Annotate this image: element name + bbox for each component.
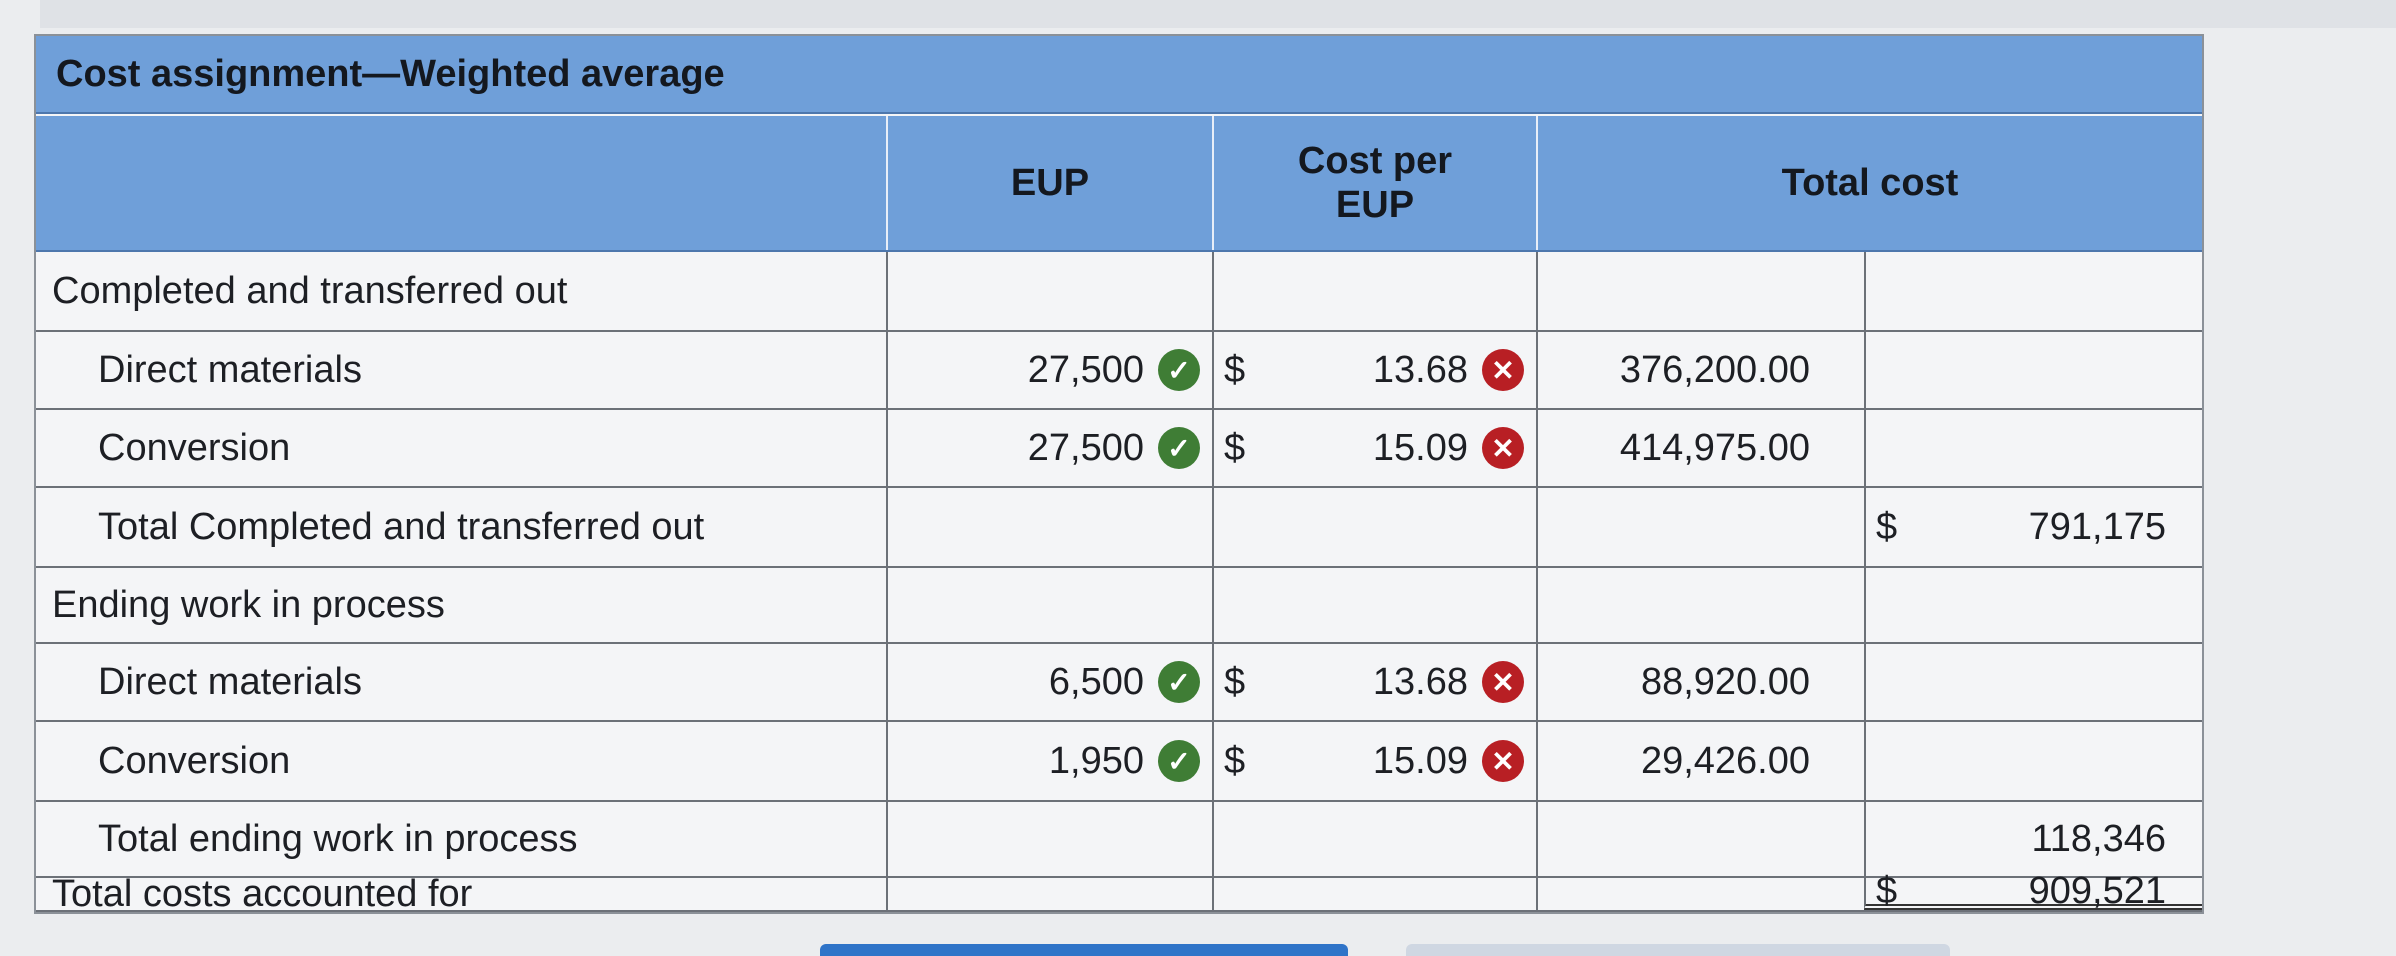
table-row: Ending work in process bbox=[36, 568, 2202, 644]
total-ending-wip-value: 118,346 bbox=[2031, 817, 2166, 860]
total-cost-cell-empty bbox=[1536, 488, 1864, 566]
cpe-cell-empty bbox=[1212, 878, 1536, 910]
cost-per-eup-cell[interactable]: $ 15.09 ✕ bbox=[1212, 722, 1536, 800]
total-cost-value: 29,426.00 bbox=[1640, 739, 1810, 782]
eup-value: 6,500 bbox=[1048, 660, 1144, 703]
header-cost-per-eup: Cost per EUP bbox=[1212, 116, 1536, 250]
x-circle-icon: ✕ bbox=[1481, 661, 1524, 703]
table-row: Direct materials 27,500 ✓ $ 13.68 ✕ 376,… bbox=[36, 332, 2202, 410]
row-label: Total costs accounted for bbox=[52, 872, 473, 915]
total-cost-cell[interactable]: 29,426.00 bbox=[1536, 722, 1864, 800]
cost-per-eup-value: 15.09 bbox=[1372, 739, 1468, 782]
dollar-sign: $ bbox=[1224, 660, 1246, 703]
table-row: Total Completed and transferred out $ 79… bbox=[36, 488, 2202, 568]
row-label: Ending work in process bbox=[52, 583, 445, 626]
primary-button-edge[interactable] bbox=[820, 944, 1348, 956]
total-cost-cell-empty bbox=[1536, 878, 1864, 910]
table-row: Completed and transferred out bbox=[36, 252, 2202, 332]
header-total-cost: Total cost bbox=[1536, 116, 2202, 250]
total-cost-value: 414,975.00 bbox=[1619, 426, 1810, 469]
total-completed-value: 791,175 bbox=[2028, 505, 2166, 548]
grand-total-cell[interactable]: $ 909,521 bbox=[1864, 870, 2202, 912]
cost-per-eup-cell[interactable]: $ 13.68 ✕ bbox=[1212, 644, 1536, 720]
cost-assignment-table: Cost assignment—Weighted average EUP Cos… bbox=[34, 34, 2204, 915]
eup-cell-empty bbox=[886, 488, 1212, 566]
total-cell-empty bbox=[1864, 568, 2202, 642]
cpe-cell-empty bbox=[1212, 568, 1536, 642]
eup-cell-empty bbox=[886, 802, 1212, 876]
dollar-sign: $ bbox=[1224, 348, 1246, 391]
eup-cell[interactable]: 1,950 ✓ bbox=[886, 722, 1212, 800]
check-circle-icon: ✓ bbox=[1158, 740, 1200, 782]
cost-per-eup-cell[interactable]: $ 15.09 ✕ bbox=[1212, 410, 1536, 486]
cpe-cell-empty bbox=[1212, 252, 1536, 330]
total-cost-cell-empty bbox=[1536, 802, 1864, 876]
row-label: Direct materials bbox=[98, 348, 362, 391]
eup-cell-empty bbox=[886, 568, 1212, 642]
total-cost-value: 88,920.00 bbox=[1640, 660, 1810, 703]
total-cost-cell-empty bbox=[1536, 252, 1864, 330]
eup-value: 27,500 bbox=[1027, 426, 1144, 469]
cpe-cell-empty bbox=[1212, 488, 1536, 566]
total-cost-cell[interactable]: 376,200.00 bbox=[1536, 332, 1864, 408]
row-label: Completed and transferred out bbox=[52, 269, 568, 312]
cost-per-eup-value: 15.09 bbox=[1372, 426, 1468, 469]
row-label: Conversion bbox=[98, 739, 291, 782]
total-cell-empty bbox=[1864, 722, 2202, 800]
dollar-sign: $ bbox=[1876, 505, 1898, 548]
total-cost-value: 376,200.00 bbox=[1619, 348, 1810, 391]
secondary-button-edge[interactable] bbox=[1406, 944, 1950, 956]
eup-cell[interactable]: 27,500 ✓ bbox=[886, 410, 1212, 486]
total-cost-cell[interactable]: 88,920.00 bbox=[1536, 644, 1864, 720]
eup-cell-empty bbox=[886, 252, 1212, 330]
eup-value: 1,950 bbox=[1048, 739, 1144, 782]
total-cell-empty bbox=[1864, 644, 2202, 720]
row-label: Total Completed and transferred out bbox=[98, 505, 705, 548]
top-strip bbox=[40, 0, 2396, 28]
total-ending-wip-cell[interactable]: 118,346 bbox=[1864, 802, 2202, 876]
table-row: Total ending work in process 118,346 bbox=[36, 802, 2202, 878]
dollar-sign: $ bbox=[1224, 739, 1246, 782]
cost-per-eup-value: 13.68 bbox=[1372, 660, 1468, 703]
cost-per-eup-value: 13.68 bbox=[1372, 348, 1468, 391]
eup-cell[interactable]: 6,500 ✓ bbox=[886, 644, 1212, 720]
cost-per-eup-cell[interactable]: $ 13.68 ✕ bbox=[1212, 332, 1536, 408]
eup-value: 27,500 bbox=[1027, 348, 1144, 391]
x-circle-icon: ✕ bbox=[1481, 349, 1524, 391]
grand-total-value: 909,521 bbox=[2028, 869, 2166, 912]
table-row: Conversion 1,950 ✓ $ 15.09 ✕ 29,426.00 bbox=[36, 722, 2202, 802]
grand-total-row: Total costs accounted for $ 909,521 bbox=[36, 870, 2202, 915]
total-cell-empty bbox=[1864, 252, 2202, 330]
check-circle-icon: ✓ bbox=[1158, 349, 1200, 391]
table-row: Conversion 27,500 ✓ $ 15.09 ✕ 414,975.00 bbox=[36, 410, 2202, 488]
total-cost-cell-empty bbox=[1536, 568, 1864, 642]
total-cell-empty bbox=[1864, 332, 2202, 408]
x-circle-icon: ✕ bbox=[1481, 427, 1524, 469]
row-label: Total ending work in process bbox=[98, 817, 578, 860]
cpe-cell-empty bbox=[1212, 802, 1536, 876]
total-completed-cell[interactable]: $ 791,175 bbox=[1864, 488, 2202, 566]
header-row: EUP Cost per EUP Total cost bbox=[36, 116, 2202, 252]
x-circle-icon: ✕ bbox=[1481, 740, 1524, 782]
header-eup: EUP bbox=[886, 116, 1212, 250]
check-circle-icon: ✓ bbox=[1158, 661, 1200, 703]
table-title: Cost assignment—Weighted average bbox=[36, 36, 2202, 114]
row-label: Conversion bbox=[98, 426, 291, 469]
table-row: Direct materials 6,500 ✓ $ 13.68 ✕ 88,92… bbox=[36, 644, 2202, 722]
total-cell-empty bbox=[1864, 410, 2202, 486]
check-circle-icon: ✓ bbox=[1158, 427, 1200, 469]
eup-cell-empty bbox=[886, 878, 1212, 910]
row-label: Direct materials bbox=[98, 660, 362, 703]
dollar-sign: $ bbox=[1224, 426, 1246, 469]
total-cost-cell[interactable]: 414,975.00 bbox=[1536, 410, 1864, 486]
eup-cell[interactable]: 27,500 ✓ bbox=[886, 332, 1212, 408]
dollar-sign: $ bbox=[1876, 869, 1898, 912]
